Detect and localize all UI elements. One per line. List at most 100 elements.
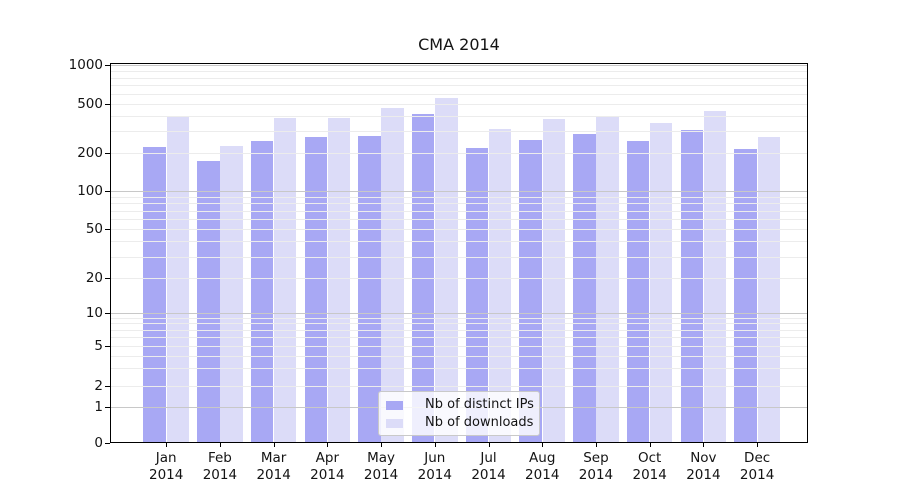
bar-downloads-mar [274, 118, 297, 443]
legend-entry-distinct-ips: Nb of distinct IPs [379, 396, 539, 414]
x-tick-mark-mar [273, 443, 275, 447]
bar-downloads-aug [542, 119, 566, 443]
x-tick-label-jan: Jan 2014 [149, 450, 184, 483]
legend-box: Nb of distinct IPs Nb of downloads [378, 391, 540, 436]
x-tick-label-jul: Jul 2014 [471, 450, 506, 483]
y-tick-mark-0 [105, 442, 110, 444]
y-tick-mark-20 [105, 278, 110, 280]
x-tick-label-aug: Aug 2014 [525, 450, 560, 483]
grid-line-minor [110, 131, 808, 133]
y-tick-label-2: 2 [94, 378, 103, 394]
bar-downloads-sep [596, 117, 619, 443]
legend-swatch-downloads [386, 418, 403, 428]
bar-distinct-ips-nov [680, 130, 703, 443]
grid-line-minor [110, 368, 808, 370]
bar-distinct-ips-oct [626, 141, 650, 443]
grid-line-minor [110, 104, 808, 105]
grid-line-minor [110, 317, 808, 319]
bar-downloads-jan [166, 117, 189, 443]
plot-area [110, 63, 808, 443]
grid-line-minor [110, 329, 808, 331]
bar-distinct-ips-dec [734, 148, 757, 443]
x-tick-mark-oct [649, 443, 651, 447]
x-tick-mark-apr [327, 443, 329, 447]
grid-line-minor [110, 77, 808, 79]
bar-downloads-nov [703, 111, 727, 443]
y-tick-mark-50 [105, 229, 110, 231]
grid-line-minor [110, 355, 808, 357]
y-tick-label-1: 1 [94, 399, 103, 416]
grid-line-minor [110, 210, 808, 212]
grid-line-minor [110, 153, 808, 155]
x-tick-label-dec: Dec 2014 [739, 450, 775, 483]
bar-distinct-ips-apr [304, 137, 327, 443]
y-tick-label-50: 50 [85, 221, 103, 238]
bar-distinct-ips-mar [250, 141, 274, 443]
bar-downloads-jul [488, 129, 512, 443]
y-tick-label-1000: 1000 [68, 57, 103, 73]
grid-line-minor [110, 256, 808, 258]
y-tick-mark-10 [105, 312, 110, 314]
bar-distinct-ips-aug [519, 140, 542, 443]
grid-line-minor [110, 241, 808, 243]
grid-line-minor [110, 85, 808, 87]
bar-distinct-ips-may [358, 135, 381, 443]
y-tick-label-0: 0 [94, 434, 103, 451]
y-tick-mark-500 [105, 104, 110, 105]
bar-downloads-apr [327, 117, 351, 443]
chart-title: CMA 2014 [418, 35, 500, 54]
x-tick-label-feb: Feb 2014 [202, 450, 238, 483]
y-tick-mark-1000 [105, 65, 110, 66]
x-tick-mark-jul [488, 443, 490, 447]
y-tick-mark-200 [105, 153, 110, 155]
x-tick-label-sep: Sep 2014 [578, 450, 614, 483]
grid-line-minor [110, 196, 808, 198]
bar-downloads-oct [650, 123, 673, 443]
grid-line-minor [110, 93, 808, 95]
y-tick-label-100: 100 [77, 182, 103, 199]
grid-line-minor [110, 278, 808, 280]
grid-line-minor [110, 337, 808, 339]
grid-line-10 [110, 312, 808, 314]
grid-line-minor [110, 323, 808, 325]
bar-downloads-jun [435, 98, 458, 443]
x-tick-label-nov: Nov 2014 [686, 450, 721, 483]
grid-line-minor [110, 219, 808, 221]
x-tick-label-may: May 2014 [363, 450, 399, 483]
y-tick-label-200: 200 [77, 145, 103, 162]
x-tick-mark-dec [757, 443, 759, 447]
grid-line-minor [110, 203, 808, 205]
grid-line-minor [110, 346, 808, 347]
x-tick-label-oct: Oct 2014 [632, 450, 667, 483]
y-tick-mark-5 [105, 346, 110, 347]
legend-swatch-distinct-ips [386, 400, 403, 410]
y-tick-label-5: 5 [94, 338, 103, 354]
x-tick-label-apr: Apr 2014 [310, 450, 345, 483]
y-tick-label-20: 20 [85, 270, 103, 287]
x-tick-mark-sep [595, 443, 597, 447]
x-tick-mark-may [381, 443, 383, 447]
x-tick-mark-nov [703, 443, 705, 447]
x-tick-mark-feb [219, 443, 221, 447]
y-tick-mark-1 [105, 407, 110, 409]
grid-line-minor [110, 229, 808, 231]
legend-label-downloads: Nb of downloads [425, 415, 534, 430]
bar-distinct-ips-sep [573, 133, 596, 443]
bar-downloads-dec [757, 136, 780, 443]
grid-line-minor [110, 70, 808, 72]
bar-distinct-ips-feb [197, 161, 220, 443]
x-tick-mark-jun [434, 443, 436, 447]
x-tick-label-mar: Mar 2014 [256, 450, 291, 483]
y-tick-label-10: 10 [85, 304, 103, 321]
legend-label-distinct-ips: Nb of distinct IPs [425, 397, 534, 412]
grid-line-1000 [110, 65, 808, 66]
grid-line-minor [110, 386, 808, 387]
y-tick-label-500: 500 [77, 96, 103, 112]
x-tick-label-jun: Jun 2014 [417, 450, 452, 483]
y-tick-mark-2 [105, 386, 110, 387]
grid-line-100 [110, 190, 808, 192]
y-tick-mark-100 [105, 190, 110, 192]
x-tick-mark-jan [166, 443, 168, 447]
grid-line-minor [110, 116, 808, 117]
